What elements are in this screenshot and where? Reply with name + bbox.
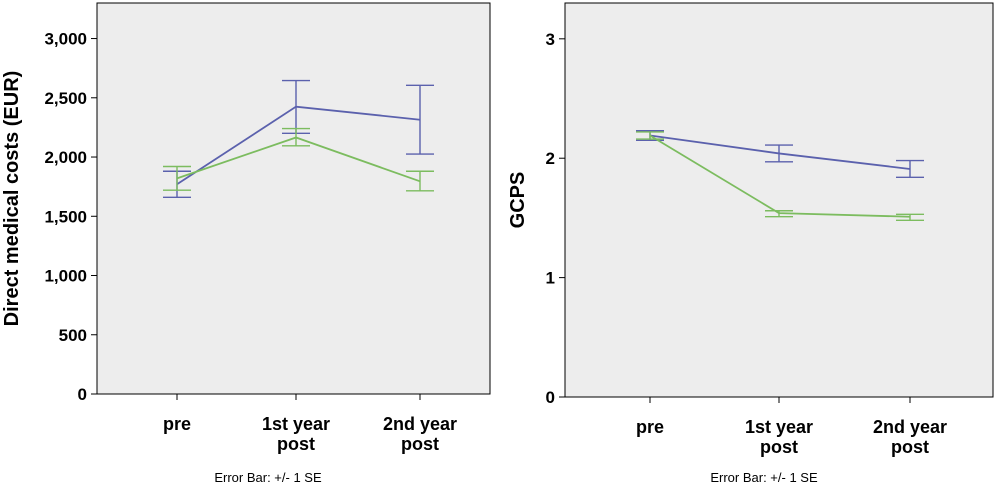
y-tick-label: 2 <box>546 149 555 168</box>
x-category-label: post <box>401 434 439 454</box>
y-tick-label: 0 <box>78 385 87 404</box>
y-tick-label: 500 <box>59 326 87 345</box>
series-line-blue <box>176 105 421 186</box>
x-category-label: 1st year <box>745 417 813 437</box>
y-tick-label: 2,500 <box>44 89 87 108</box>
y-axis-title: Direct medical costs (EUR) <box>1 71 23 327</box>
x-category-label: 1st year <box>262 414 330 434</box>
y-tick-label: 3 <box>546 30 555 49</box>
x-category-label: 2nd year <box>873 417 947 437</box>
x-category-label: post <box>277 434 315 454</box>
y-tick-label: 1,500 <box>44 207 87 226</box>
y-tick-label: 0 <box>546 388 555 407</box>
y-tick-label: 2,000 <box>44 148 87 167</box>
y-tick-label: 1,000 <box>44 267 87 286</box>
x-category-label: post <box>760 437 798 457</box>
y-axis-title: GCPS <box>507 172 529 229</box>
series-line-green <box>176 136 421 183</box>
error-bar-footnote: Error Bar: +/- 1 SE <box>214 470 322 485</box>
plot-area-2 <box>564 2 994 398</box>
x-category-label: post <box>891 437 929 457</box>
x-category-label: pre <box>636 417 664 437</box>
x-category-label: pre <box>163 414 191 434</box>
series-line-green <box>649 134 911 218</box>
x-category-label: 2nd year <box>383 414 457 434</box>
error-bar-footnote: Error Bar: +/- 1 SE <box>710 470 818 485</box>
series-line-blue <box>649 134 911 170</box>
y-tick-label: 3,000 <box>44 30 87 49</box>
y-tick-label: 1 <box>546 269 555 288</box>
plot-area-1 <box>96 2 491 395</box>
